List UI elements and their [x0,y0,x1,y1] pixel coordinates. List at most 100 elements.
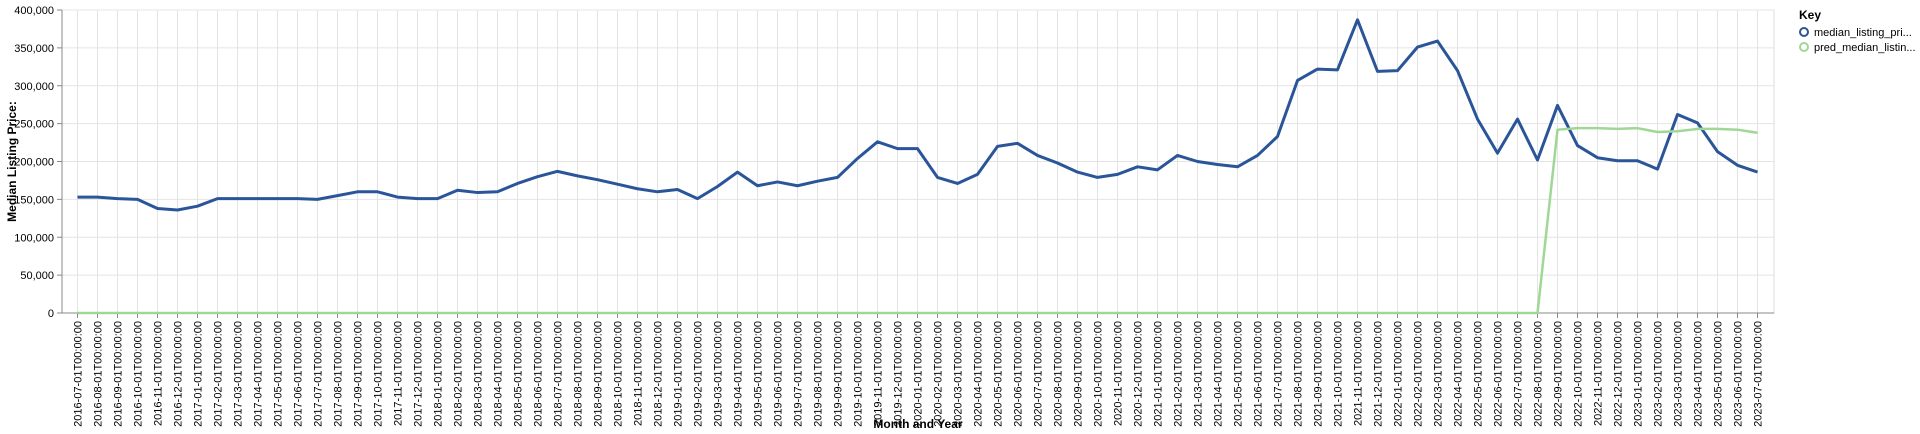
legend-swatch-1 [1799,42,1809,52]
series-line-1 [77,126,1758,315]
y-tick-label: 250,000 [14,119,54,131]
x-tick-label: 2022-02-01T00:00:00 [1413,321,1425,427]
x-tick-label: 2019-07-01T00:00:00 [793,321,805,427]
x-tick-label: 2021-02-01T00:00:00 [1173,321,1185,427]
series-lines [77,18,1758,315]
x-tick-label: 2019-02-01T00:00:00 [693,321,705,427]
x-tick-label: 2021-07-01T00:00:00 [1273,321,1285,427]
x-tick-label: 2016-08-01T00:00:00 [93,321,105,427]
y-tick-label: 150,000 [14,194,54,206]
x-tick-label: 2019-01-01T00:00:00 [673,321,685,427]
x-tick-label: 2020-11-01T00:00:00 [1113,321,1125,426]
x-tick-label: 2018-02-01T00:00:00 [453,321,465,427]
x-tick-label: 2023-03-01T00:00:00 [1673,321,1685,427]
y-tick-label: 300,000 [14,81,54,93]
y-tick-label: 100,000 [14,232,54,244]
x-tick-label: 2018-06-01T00:00:00 [533,321,545,427]
x-tick-label: 2022-06-01T00:00:00 [1493,321,1505,427]
x-tick-label: 2017-04-01T00:00:00 [253,321,265,427]
x-axis: 2016-07-01T00:00:00 2016-08-01T00:00:00 20… [62,312,1774,427]
x-tick-label: 2023-04-01T00:00:00 [1693,321,1705,427]
x-tick-label: 2019-08-01T00:00:00 [813,321,825,427]
x-tick-label: 2017-11-01T00:00:00 [393,321,405,426]
x-tick-label: 2023-01-01T00:00:00 [1633,321,1645,427]
x-tick-label: 2022-03-01T00:00:00 [1433,321,1445,427]
x-tick-label: 2021-12-01T00:00:00 [1373,321,1385,427]
legend-label-1: pred_median_listin... [1814,42,1916,54]
x-tick-label: 2020-06-01T00:00:00 [1013,321,1025,427]
x-tick-label: 2019-06-01T00:00:00 [773,321,785,427]
x-tick-label: 2017-03-01T00:00:00 [233,321,245,427]
x-tick-label: 2018-08-01T00:00:00 [573,321,585,427]
x-tick-label: 2022-08-01T00:00:00 [1533,321,1545,427]
x-tick-label: 2016-12-01T00:00:00 [173,321,185,427]
x-tick-label: 2017-10-01T00:00:00 [373,321,385,427]
legend-label-0: median_listing_pri... [1814,27,1912,39]
y-tick-label: 400,000 [14,5,54,17]
x-tick-label: 2017-06-01T00:00:00 [293,321,305,427]
x-tick-label: 2021-09-01T00:00:00 [1313,321,1325,427]
x-tick-label: 2018-05-01T00:00:00 [513,321,525,427]
x-tick-label: 2019-05-01T00:00:00 [753,321,765,427]
x-tick-label: 2020-09-01T00:00:00 [1073,321,1085,427]
x-tick-label: 2017-02-01T00:00:00 [213,321,225,427]
x-tick-label: 2020-10-01T00:00:00 [1093,321,1105,427]
x-tick-label: 2019-12-01T00:00:00 [893,321,905,427]
x-tick-label: 2021-08-01T00:00:00 [1293,321,1305,427]
x-tick-label: 2023-02-01T00:00:00 [1653,321,1665,427]
y-tick-label: 350,000 [14,43,54,55]
y-tick-label: 50,000 [20,270,54,282]
x-axis-title: Month and Year [873,417,962,431]
x-tick-label: 2019-04-01T00:00:00 [733,321,745,427]
x-tick-label: 2020-04-01T00:00:00 [973,321,985,427]
x-tick-label: 2018-07-01T00:00:00 [553,321,565,427]
x-tick-label: 2020-08-01T00:00:00 [1053,321,1065,427]
series-line-0 [77,18,1758,212]
x-tick-label: 2022-10-01T00:00:00 [1573,321,1585,427]
x-tick-label: 2018-10-01T00:00:00 [613,321,625,427]
x-tick-label: 2018-11-01T00:00:00 [633,321,645,426]
x-tick-label: 2020-07-01T00:00:00 [1033,321,1045,427]
x-tick-label: 2017-05-01T00:00:00 [273,321,285,427]
x-tick-label: 2022-12-01T00:00:00 [1613,321,1625,427]
x-tick-label: 2020-03-01T00:00:00 [953,321,965,427]
x-tick-label: 2023-05-01T00:00:00 [1713,321,1725,427]
grid-lines [61,9,1775,314]
x-tick-label: 2021-01-01T00:00:00 [1153,321,1165,427]
x-tick-label: 2016-07-01T00:00:00 [73,321,85,427]
x-tick-label: 2019-11-01T00:00:00 [873,321,885,426]
x-tick-label: 2016-10-01T00:00:00 [133,321,145,427]
x-tick-label: 2022-05-01T00:00:00 [1473,321,1485,427]
x-tick-label: 2017-07-01T00:00:00 [313,321,325,427]
x-tick-label: 2017-12-01T00:00:00 [413,321,425,427]
legend: Key median_listing_pri... pred_median_lis… [1799,8,1916,54]
x-tick-label: 2020-05-01T00:00:00 [993,321,1005,427]
x-tick-label: 2019-09-01T00:00:00 [833,321,845,427]
x-tick-label: 2021-05-01T00:00:00 [1233,321,1245,427]
x-tick-label: 2021-03-01T00:00:00 [1193,321,1205,427]
y-tick-label: 200,000 [14,157,54,169]
legend-swatch-0 [1799,27,1809,37]
x-tick-label: 2018-03-01T00:00:00 [473,321,485,427]
y-tick-label: 0 [48,308,54,320]
x-tick-label: 2022-04-01T00:00:00 [1453,321,1465,427]
x-tick-label: 2021-10-01T00:00:00 [1333,321,1345,427]
x-tick-label: 2017-08-01T00:00:00 [333,321,345,427]
x-tick-label: 2017-09-01T00:00:00 [353,321,365,427]
x-tick-label: 2021-04-01T00:00:00 [1213,321,1225,427]
x-tick-label: 2020-12-01T00:00:00 [1133,321,1145,427]
x-tick-label: 2020-01-01T00:00:00 [913,321,925,427]
x-tick-label: 2018-01-01T00:00:00 [433,321,445,427]
y-axis: 0 50,000 100,000 150,000 200,000 250,000 300,0… [14,5,63,320]
x-tick-label: 2018-09-01T00:00:00 [593,321,605,427]
x-tick-label: 2020-02-01T00:00:00 [933,321,945,427]
x-tick-label: 2022-09-01T00:00:00 [1553,321,1565,427]
x-tick-label: 2023-06-01T00:00:00 [1733,321,1745,427]
x-tick-label: 2021-06-01T00:00:00 [1253,321,1265,427]
x-tick-label: 2017-01-01T00:00:00 [193,321,205,427]
legend-title: Key [1799,8,1821,22]
x-tick-label: 2019-03-01T00:00:00 [713,321,725,427]
x-tick-label: 2021-11-01T00:00:00 [1353,321,1365,426]
x-tick-label: 2022-01-01T00:00:00 [1393,321,1405,427]
